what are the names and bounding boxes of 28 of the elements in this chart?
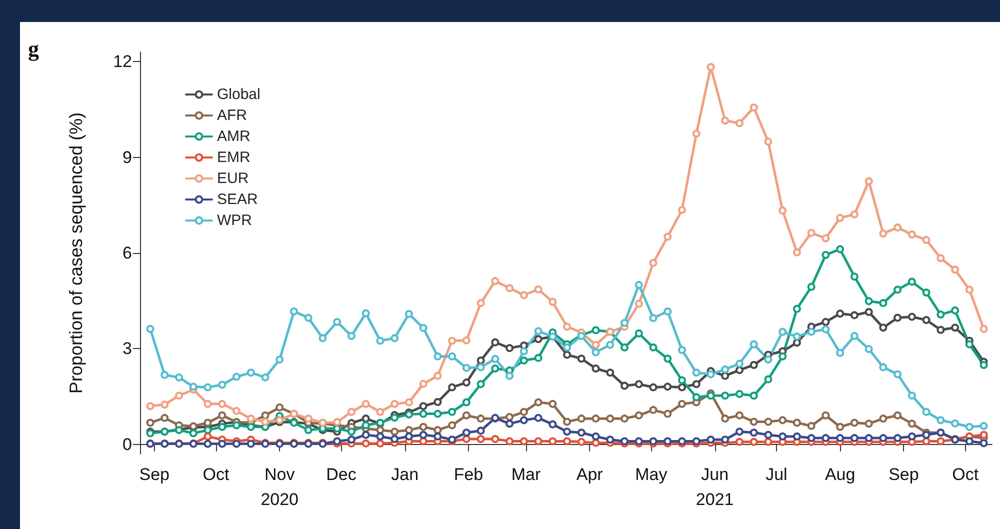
x-tick-label: Jul bbox=[766, 465, 788, 484]
x-tick-label: Jun 2021 bbox=[696, 465, 734, 509]
legend-label: AMR bbox=[217, 128, 250, 145]
y-tick-label: 9 bbox=[122, 148, 132, 167]
x-tick-label: Sep bbox=[139, 465, 170, 484]
x-tick-label: May bbox=[635, 465, 668, 484]
y-axis-title: Proportion of cases sequenced (%) bbox=[66, 112, 86, 394]
legend-label: AFR bbox=[217, 107, 248, 124]
legend-label: SEAR bbox=[217, 191, 258, 208]
y-tick-label: 3 bbox=[122, 339, 132, 358]
x-tick-label: Aug bbox=[824, 465, 856, 484]
y-tick-label: 6 bbox=[122, 244, 132, 262]
x-tick-label: Sep bbox=[888, 465, 919, 484]
legend-label: EUR bbox=[217, 170, 249, 187]
y-tick-label: 0 bbox=[122, 434, 132, 454]
legend-label: WPR bbox=[217, 212, 252, 229]
x-tick-label: Mar bbox=[511, 465, 541, 484]
x-tick-label: Nov 2020 bbox=[260, 465, 299, 509]
y-tick-label: 12 bbox=[113, 52, 132, 72]
x-tick-label: Apr bbox=[576, 465, 604, 484]
x-tick-label: Oct bbox=[202, 465, 230, 484]
x-tick-label: Jan bbox=[391, 465, 419, 484]
x-tick-label: Feb bbox=[454, 465, 484, 484]
x-tick-label: Dec bbox=[326, 465, 357, 484]
x-tick-label: Oct bbox=[952, 465, 979, 484]
text: g bbox=[28, 36, 39, 62]
legend-label: EMR bbox=[217, 149, 250, 166]
legend-label: Global bbox=[217, 86, 260, 103]
